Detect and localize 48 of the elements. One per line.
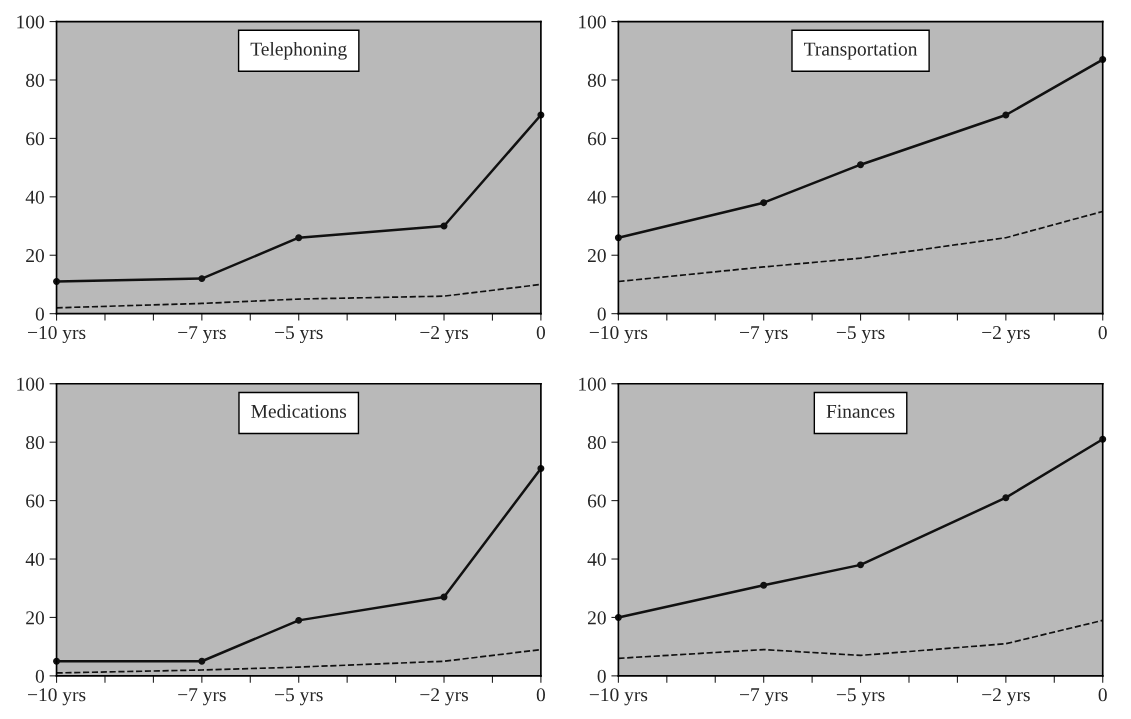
- x-tick-label: −5 yrs: [275, 326, 323, 344]
- x-tick-label: −7 yrs: [740, 326, 788, 344]
- x-tick-label: −5 yrs: [836, 688, 885, 706]
- y-tick-label: 100: [579, 377, 606, 391]
- x-tick-label: −10 yrs: [28, 688, 86, 706]
- x-tick-label: −10 yrs: [589, 325, 648, 344]
- x-tick-label: −10 yrs: [589, 688, 648, 706]
- x-tick-label: 0: [1098, 688, 1107, 702]
- y-tick-label: 0: [35, 669, 44, 683]
- x-tick-label: −5 yrs: [836, 326, 885, 344]
- x-tick-label: −7 yrs: [740, 688, 788, 706]
- y-tick-label: 60: [26, 494, 44, 508]
- y-tick-label: 40: [587, 190, 606, 204]
- x-tick-label: −5 yrs: [275, 688, 323, 706]
- y-tick-label: 40: [25, 552, 44, 566]
- text: Finances: [826, 404, 895, 418]
- y-tick-label: 40: [587, 552, 606, 566]
- y-tick-label: 20: [587, 611, 606, 625]
- y-tick-label: 0: [597, 669, 606, 683]
- y-tick-label: 40: [25, 190, 44, 204]
- x-tick-label: −2 yrs: [982, 688, 1030, 706]
- text: Telephoning: [250, 41, 347, 60]
- y-tick-label: 20: [587, 249, 606, 263]
- y-tick-label: 0: [597, 307, 606, 321]
- x-tick-label: −2 yrs: [982, 326, 1030, 344]
- y-tick-label: 80: [26, 73, 44, 87]
- y-tick-label: 20: [26, 611, 44, 625]
- y-tick-label: 100: [17, 377, 44, 391]
- x-tick-label: 0: [1098, 326, 1107, 340]
- y-tick-label: 100: [579, 15, 606, 29]
- x-tick-label: −2 yrs: [420, 688, 468, 706]
- y-tick-label: 60: [26, 132, 44, 146]
- y-tick-label: 80: [587, 73, 606, 87]
- y-tick-label: 0: [35, 307, 44, 321]
- y-tick-label: 60: [587, 132, 606, 146]
- x-tick-label: −2 yrs: [420, 326, 468, 344]
- y-tick-label: 80: [26, 436, 44, 450]
- x-tick-label: −7 yrs: [178, 326, 226, 344]
- y-tick-label: 100: [17, 15, 44, 29]
- x-tick-label: −10 yrs: [28, 325, 86, 344]
- text: Transportation: [804, 42, 918, 60]
- x-tick-label: 0: [536, 688, 546, 702]
- y-tick-label: 80: [587, 436, 606, 450]
- text: Medications: [251, 404, 347, 418]
- x-tick-label: −7 yrs: [178, 688, 226, 706]
- x-tick-label: 0: [536, 326, 546, 340]
- y-tick-label: 20: [26, 249, 44, 263]
- y-tick-label: 60: [587, 494, 606, 508]
